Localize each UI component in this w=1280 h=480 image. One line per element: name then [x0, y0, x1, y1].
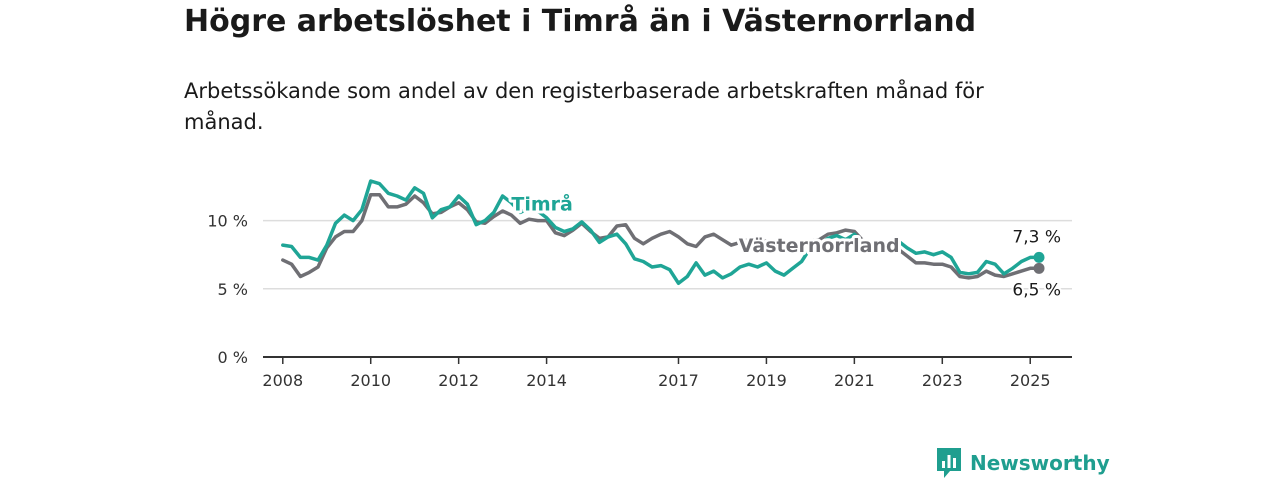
y-axis: 0 % 5 % 10 % [207, 212, 248, 367]
end-value-label-timra: 7,3 % [1012, 227, 1061, 247]
y-tick-label: 0 % [218, 348, 248, 367]
series-line-timra [281, 179, 1041, 286]
series-name-label-timra: Timrå [511, 191, 572, 215]
x-tick-label: 2021 [834, 371, 875, 390]
brand-name: Newsworthy [970, 451, 1110, 475]
x-tick-label: 2008 [262, 371, 303, 390]
x-tick-label: 2012 [438, 371, 479, 390]
newsworthy-icon [937, 448, 961, 478]
end-point-timra [1033, 251, 1045, 263]
newsworthy-logo: Newsworthy [936, 447, 1110, 479]
x-tick-label: 2025 [1010, 371, 1051, 390]
grid-lines [263, 219, 1072, 290]
x-tick-label: 2017 [658, 371, 699, 390]
end-value-label-vasternorrland: 6,5 % [1012, 280, 1061, 300]
x-tick-label: 2023 [922, 371, 963, 390]
x-axis: 2008 2010 2012 2014 2017 2019 2021 2023 2025 [262, 356, 1072, 390]
chart-title: Högre arbetslöshet i Timrå än i Västerno… [184, 4, 977, 39]
y-tick-label: 10 % [207, 212, 248, 231]
end-point-vasternorrland [1033, 262, 1045, 274]
series-labels: Västernorrland Timrå 7,3 % 6,5 % [508, 188, 1063, 302]
x-tick-label: 2010 [350, 371, 391, 390]
series-line-vasternorrland [281, 192, 1041, 280]
y-tick-label: 5 % [218, 280, 248, 299]
x-tick-label: 2014 [526, 371, 567, 390]
series-lines [281, 179, 1045, 286]
chart-subtitle: Arbetssökande som andel av den registerb… [184, 79, 984, 134]
x-tick-label: 2019 [746, 371, 787, 390]
series-name-label-vasternorrland: Västernorrland [739, 235, 900, 257]
